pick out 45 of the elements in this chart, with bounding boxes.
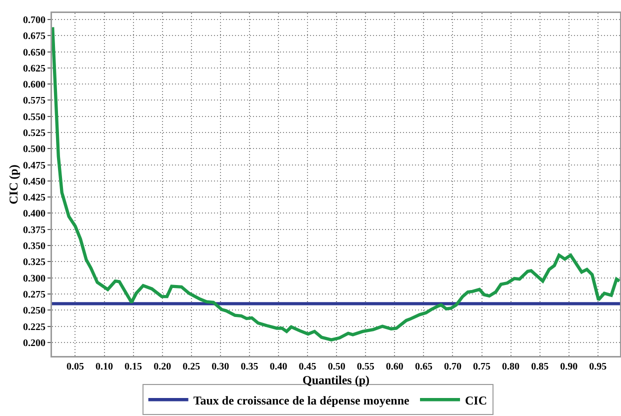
legend-label: CIC bbox=[465, 393, 488, 408]
x-tick-label: 0.25 bbox=[182, 362, 200, 372]
y-tick-label: 0.400 bbox=[23, 208, 46, 220]
y-tick-label: 0.375 bbox=[23, 224, 46, 236]
y-tick-label: 0.225 bbox=[23, 322, 46, 333]
y-tick-label: 0.650 bbox=[23, 47, 46, 58]
x-tick-label: 0.35 bbox=[240, 362, 258, 372]
y-tick-label: 0.425 bbox=[23, 192, 46, 204]
x-tick-label: 0.60 bbox=[386, 362, 404, 372]
x-tick-label: 0.95 bbox=[589, 362, 607, 372]
legend-label: Taux de croissance de la dépense moyenne bbox=[193, 393, 410, 408]
x-tick-label: 0.40 bbox=[270, 362, 288, 372]
x-tick-label: 0.15 bbox=[124, 362, 142, 372]
x-tick-label: 0.20 bbox=[154, 362, 172, 372]
x-tick-label: 0.45 bbox=[298, 362, 316, 372]
x-tick-label: 0.65 bbox=[414, 362, 432, 372]
y-tick-label: 0.675 bbox=[23, 31, 46, 42]
x-tick-label: 0.70 bbox=[444, 362, 462, 372]
x-tick-label: 0.90 bbox=[560, 362, 578, 372]
x-tick-label: 0.30 bbox=[212, 362, 230, 372]
y-tick-label: 0.450 bbox=[23, 176, 46, 188]
y-tick-label: 0.275 bbox=[23, 289, 46, 300]
y-tick-label: 0.600 bbox=[23, 80, 46, 91]
x-tick-label: 0.05 bbox=[66, 362, 84, 372]
x-axis-title: Quantiles (p) bbox=[302, 373, 370, 388]
y-tick-label: 0.500 bbox=[23, 144, 46, 156]
y-tick-label: 0.350 bbox=[23, 241, 46, 252]
y-tick-label: 0.550 bbox=[23, 112, 46, 123]
y-tick-label: 0.700 bbox=[23, 14, 46, 26]
line-series bbox=[52, 26, 620, 342]
y-tick-label: 0.525 bbox=[23, 128, 46, 139]
y-tick-label: 0.325 bbox=[23, 257, 46, 268]
x-tick-label: 0.75 bbox=[473, 362, 491, 372]
y-axis-title: CIC (p) bbox=[6, 164, 21, 204]
y-tick-label: 0.625 bbox=[23, 63, 46, 74]
x-tick-label: 0.80 bbox=[502, 362, 520, 372]
y-tick-label: 0.200 bbox=[23, 338, 46, 349]
x-tick-label: 0.55 bbox=[356, 362, 374, 372]
y-tick-label: 0.250 bbox=[23, 306, 46, 317]
x-tick-label: 0.50 bbox=[328, 362, 346, 372]
y-tick-label: 0.575 bbox=[23, 96, 46, 107]
x-tick-label: 0.10 bbox=[96, 362, 114, 372]
x-tick-label: 0.85 bbox=[531, 362, 549, 372]
y-tick-label: 0.475 bbox=[23, 160, 46, 172]
y-tick-label: 0.300 bbox=[23, 273, 46, 284]
